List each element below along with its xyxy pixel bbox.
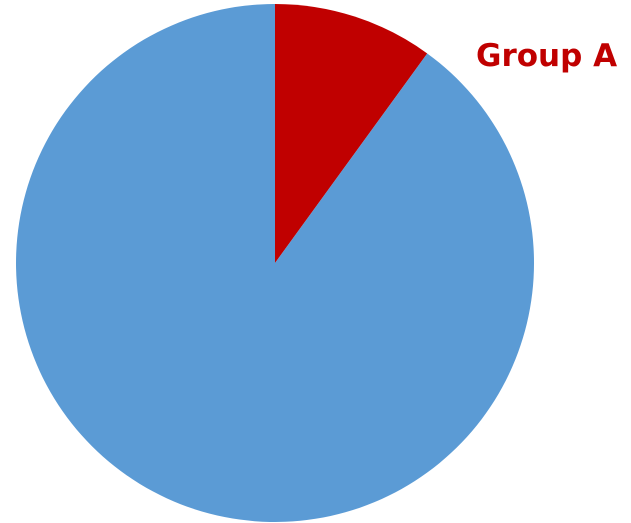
pie-slices bbox=[16, 3, 535, 522]
pie-slice-0 bbox=[275, 3, 428, 263]
pie-labels: Group A bbox=[476, 38, 617, 74]
pie-slice-label-0: Group A bbox=[476, 38, 617, 74]
pie-slice-1 bbox=[16, 4, 535, 522]
